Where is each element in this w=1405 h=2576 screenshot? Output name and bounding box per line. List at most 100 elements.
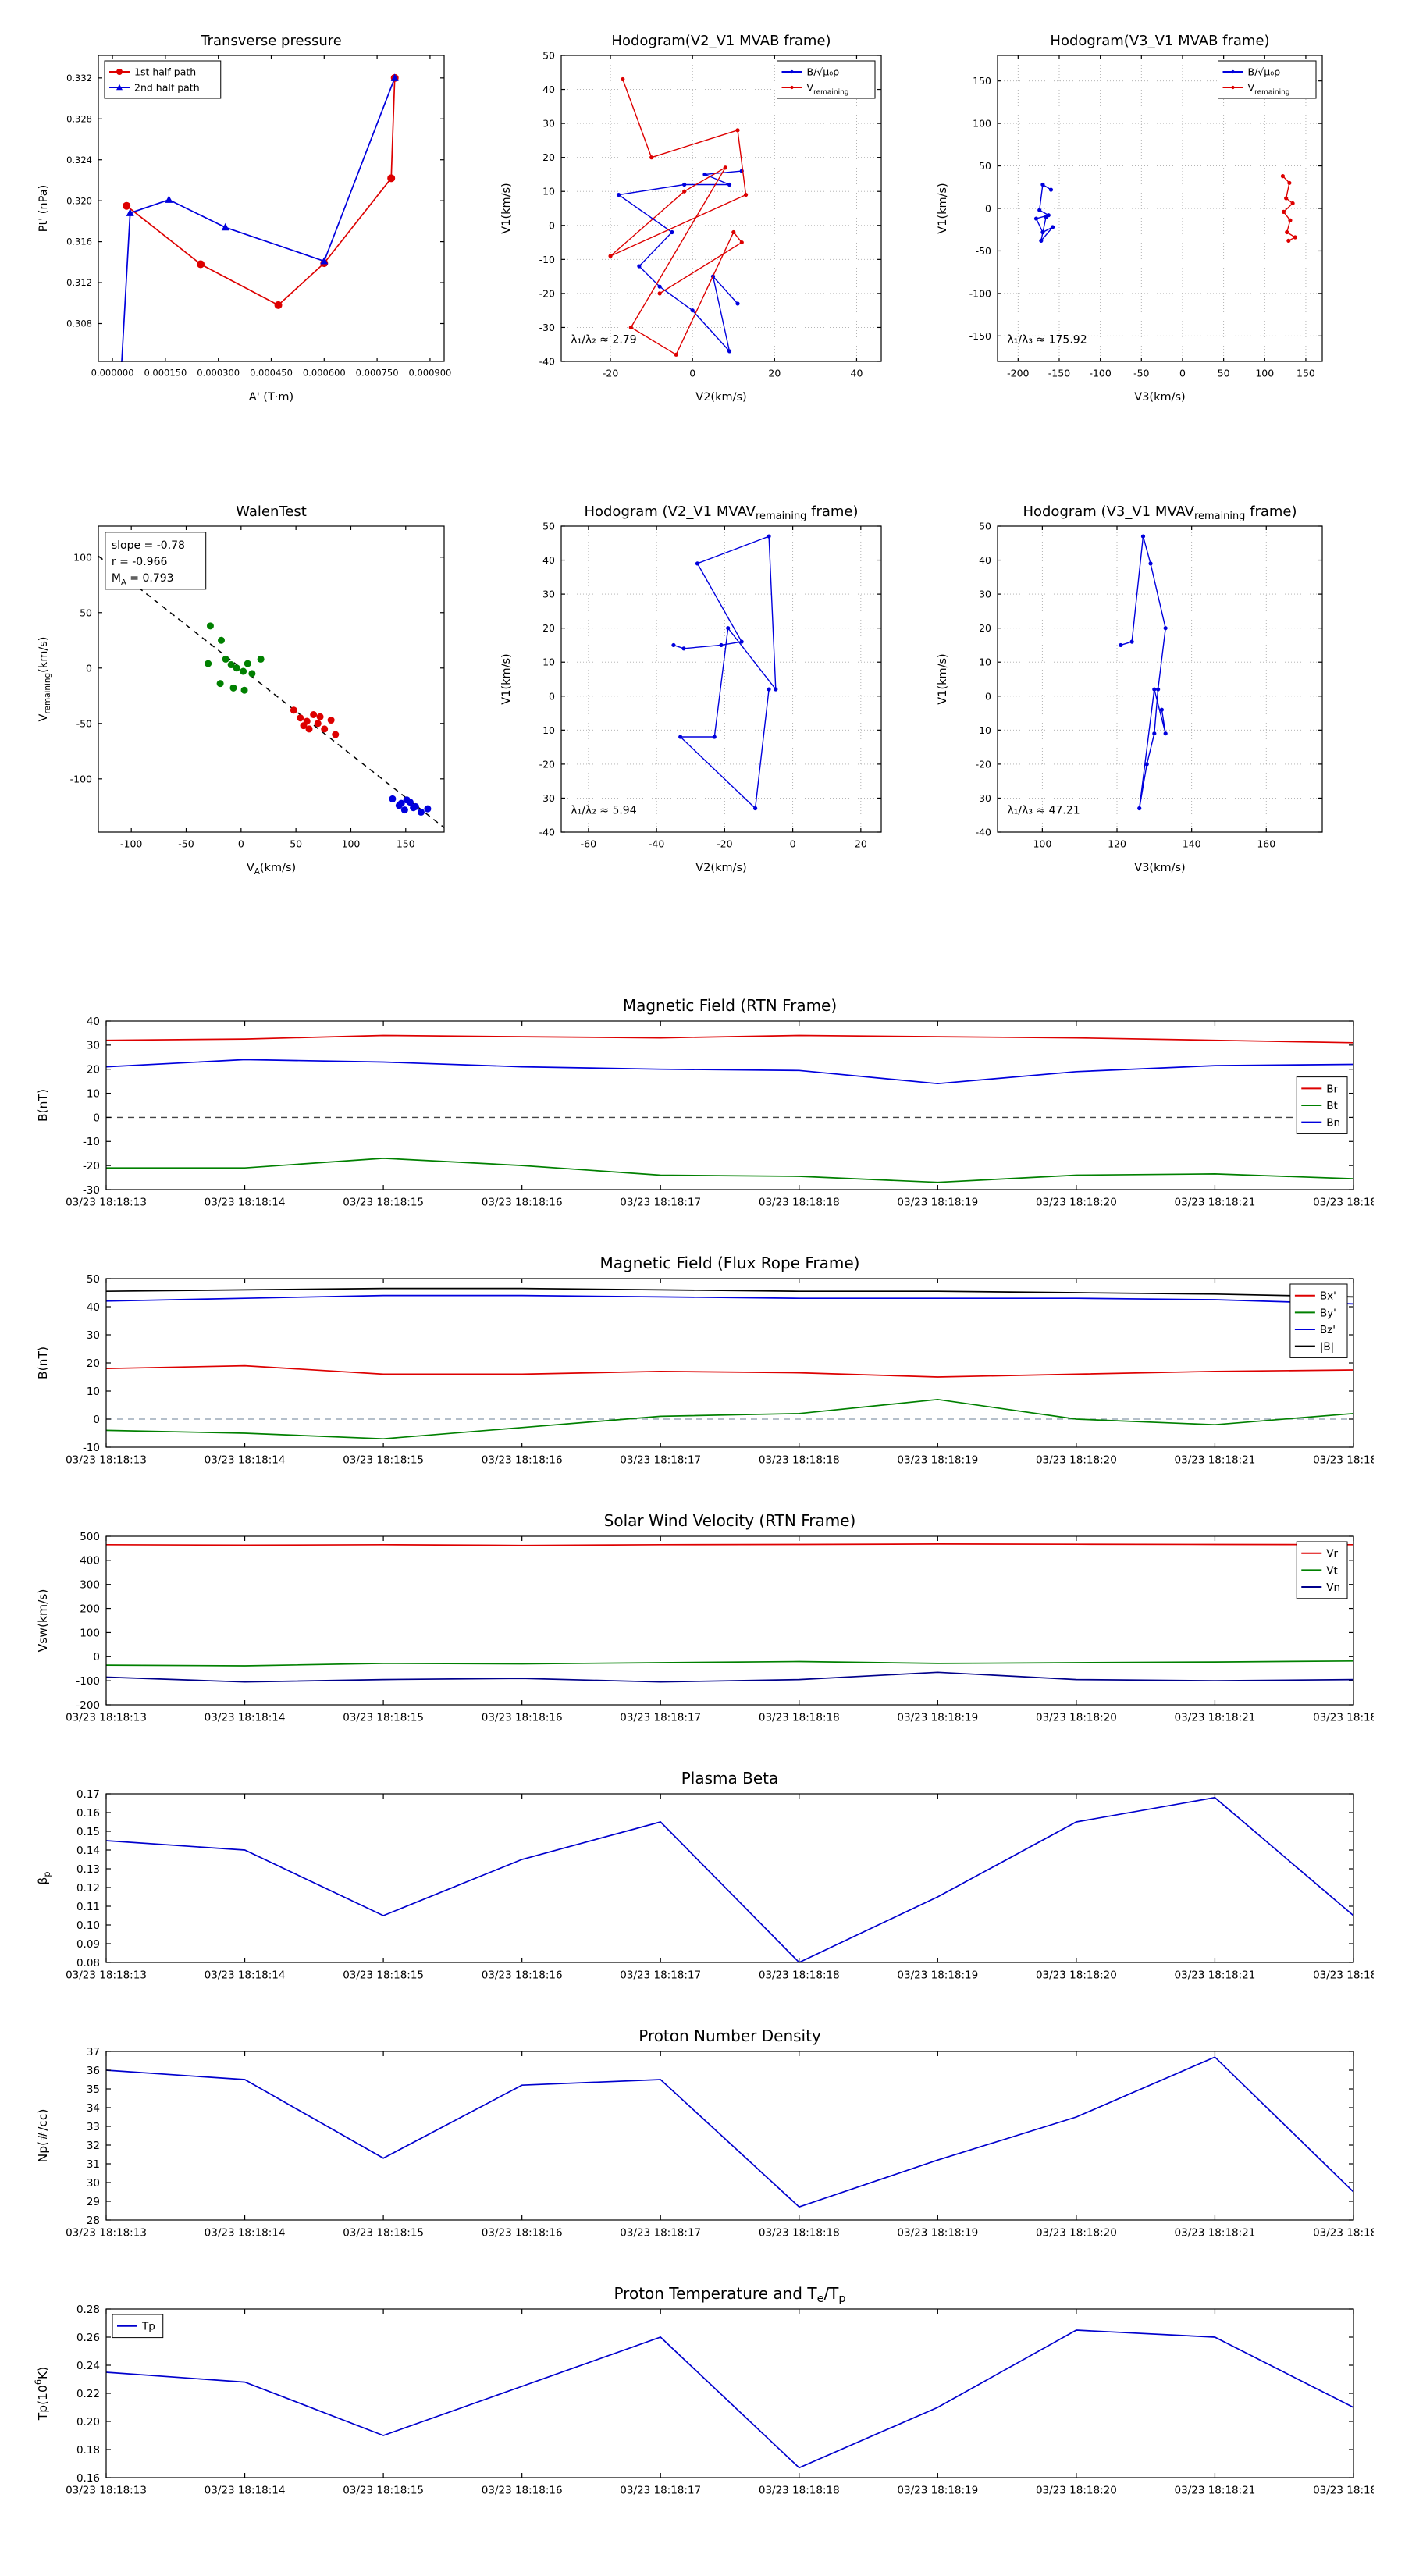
- svg-text:03/23 18:18:17: 03/23 18:18:17: [620, 1712, 701, 1724]
- svg-text:-50: -50: [1133, 368, 1149, 379]
- svg-text:03/23 18:18:15: 03/23 18:18:15: [343, 1454, 424, 1467]
- svg-text:0.12: 0.12: [76, 1882, 100, 1895]
- svg-text:Magnetic Field (Flux Rope Fram: Magnetic Field (Flux Rope Frame): [600, 1254, 860, 1272]
- svg-text:0.15: 0.15: [76, 1826, 100, 1838]
- svg-text:Vsw(km/s): Vsw(km/s): [36, 1589, 50, 1653]
- svg-text:-30: -30: [539, 792, 555, 804]
- svg-text:29: 29: [87, 2196, 100, 2208]
- svg-text:-20: -20: [976, 758, 991, 770]
- svg-text:A' (T·m): A' (T·m): [249, 391, 293, 404]
- walen-test-plot: -100 -50 0 50 100 150 -100 -50 0 50 100 WalenTest VA…: [31, 490, 457, 881]
- svg-text:0.10: 0.10: [76, 1920, 100, 1932]
- svg-text:0.316: 0.316: [66, 237, 92, 247]
- svg-text:03/23 18:18:13: 03/23 18:18:13: [66, 1197, 147, 1209]
- svg-text:100: 100: [1033, 838, 1051, 850]
- svg-text:03/23 18:18:19: 03/23 18:18:19: [897, 1712, 978, 1724]
- svg-text:V1(km/s): V1(km/s): [500, 183, 513, 233]
- svg-text:0.000450: 0.000450: [250, 368, 293, 379]
- svg-text:03/23 18:18:13: 03/23 18:18:13: [66, 2227, 147, 2240]
- svg-text:03/23 18:18:20: 03/23 18:18:20: [1036, 2227, 1117, 2240]
- svg-text:Tp(106K): Tp(106K): [34, 2367, 50, 2421]
- svg-text:0.24: 0.24: [76, 2360, 100, 2372]
- svg-text:40: 40: [542, 554, 555, 566]
- svg-text:0.11: 0.11: [76, 1901, 100, 1913]
- svg-text:40: 40: [87, 1016, 100, 1028]
- svg-text:-10: -10: [539, 254, 555, 265]
- chart-plasma-beta: 03/23 18:18:13 03/23 18:18:14 03/23 18:18:…: [31, 1763, 1394, 1997]
- svg-text:300: 300: [80, 1579, 100, 1592]
- svg-text:50: 50: [542, 521, 555, 532]
- svg-text:03/23 18:18:14: 03/23 18:18:14: [205, 2485, 286, 2497]
- svg-text:0.16: 0.16: [76, 2472, 100, 2485]
- svg-text:0.17: 0.17: [76, 1788, 100, 1801]
- svg-text:0: 0: [1179, 368, 1186, 379]
- svg-text:150: 150: [1297, 368, 1315, 379]
- svg-text:20: 20: [87, 1357, 100, 1370]
- svg-text:03/23 18:18:13: 03/23 18:18:13: [66, 1454, 147, 1467]
- chart-hodogram-v2v1-mvav: -60 -40 -20 0 20 -40 -30 -20 -10 0 10 20 30 40 50 Hodog…: [494, 490, 894, 881]
- svg-text:Bt: Bt: [1326, 1100, 1338, 1112]
- svg-text:0: 0: [93, 1651, 100, 1663]
- svg-text:-10: -10: [83, 1442, 100, 1454]
- svg-text:33: 33: [87, 2121, 100, 2133]
- svg-text:0.320: 0.320: [66, 195, 92, 206]
- svg-text:V3(km/s): V3(km/s): [1134, 862, 1185, 874]
- svg-text:50: 50: [979, 521, 991, 532]
- svg-text:03/23 18:18:18: 03/23 18:18:18: [759, 2485, 840, 2497]
- svg-text:10: 10: [87, 1386, 100, 1398]
- svg-text:0: 0: [93, 1414, 100, 1426]
- svg-text:31: 31: [87, 2158, 100, 2171]
- svg-text:-50: -50: [178, 838, 194, 850]
- svg-text:03/23 18:18:21: 03/23 18:18:21: [1175, 1197, 1256, 1209]
- svg-text:V1(km/s): V1(km/s): [500, 653, 513, 704]
- svg-text:100: 100: [1255, 368, 1274, 379]
- chart-hodogram-v2v1-mvab: -20 0 20 40 -40 -30 -20 -10 0 10 20 30 40 50 Hodogram(…: [494, 20, 894, 410]
- svg-text:03/23 18:18:16: 03/23 18:18:16: [482, 2485, 563, 2497]
- svg-text:Vt: Vt: [1326, 1564, 1338, 1577]
- plasma-beta-plot: 03/23 18:18:13 03/23 18:18:14 03/23 18:18:…: [31, 1763, 1394, 1997]
- svg-text:37: 37: [87, 2046, 100, 2058]
- svg-text:Vremaining: Vremaining: [807, 82, 849, 97]
- svg-text:150: 150: [397, 838, 415, 850]
- svg-text:03/23 18:18:19: 03/23 18:18:19: [897, 2227, 978, 2240]
- svg-text:32: 32: [87, 2140, 100, 2152]
- svg-text:03/23 18:18:15: 03/23 18:18:15: [343, 2485, 424, 2497]
- transverse-pressure-plot: 0.000000 0.000150 0.000300 0.000450 0.000600…: [31, 20, 457, 410]
- svg-text:03/23 18:18:15: 03/23 18:18:15: [343, 1969, 424, 1982]
- hodogram-v2v1-mvav-plot: -60 -40 -20 0 20 -40 -30 -20 -10 0 10 20 30 40 50 Hodog…: [494, 490, 894, 881]
- svg-text:10: 10: [87, 1087, 100, 1100]
- svg-text:0.308: 0.308: [66, 318, 92, 329]
- svg-text:03/23 18:18:16: 03/23 18:18:16: [482, 1712, 563, 1724]
- svg-text:03/23 18:18:20: 03/23 18:18:20: [1036, 1969, 1117, 1982]
- svg-text:03/23 18:18:16: 03/23 18:18:16: [482, 2227, 563, 2240]
- chart-hodogram-v3v1-mvav: 100 120 140 160 -40 -30 -20 -10 0 10 20 30 40 50 Hodog…: [930, 490, 1335, 881]
- svg-text:30: 30: [542, 589, 555, 600]
- svg-text:03/23 18:18:13: 03/23 18:18:13: [66, 1712, 147, 1724]
- svg-text:03/23 18:18:20: 03/23 18:18:20: [1036, 1197, 1117, 1209]
- svg-text:50: 50: [87, 1273, 100, 1286]
- svg-text:-10: -10: [976, 724, 991, 736]
- svg-text:30: 30: [979, 589, 991, 600]
- svg-text:03/23 18:18:19: 03/23 18:18:19: [897, 1969, 978, 1982]
- svg-text:40: 40: [979, 554, 991, 566]
- svg-text:150: 150: [973, 75, 991, 87]
- svg-text:140: 140: [1183, 838, 1201, 850]
- svg-text:V2(km/s): V2(km/s): [695, 862, 746, 874]
- svg-text:Br: Br: [1326, 1083, 1338, 1095]
- svg-text:100: 100: [80, 1627, 100, 1639]
- svg-text:Hodogram(V3_V1 MVAB frame): Hodogram(V3_V1 MVAB frame): [1050, 33, 1269, 49]
- svg-text:20: 20: [979, 622, 991, 634]
- svg-text:B(nT): B(nT): [36, 1089, 50, 1122]
- svg-text:WalenTest: WalenTest: [236, 503, 307, 520]
- svg-text:0.08: 0.08: [76, 1957, 100, 1969]
- svg-text:V3(km/s): V3(km/s): [1134, 391, 1185, 404]
- svg-text:-40: -40: [649, 838, 664, 850]
- proton-number-density-plot: 03/23 18:18:13 03/23 18:18:14 03/23 18:18:…: [31, 2020, 1394, 2254]
- svg-text:03/23 18:18:22: 03/23 18:18:22: [1313, 2485, 1374, 2497]
- svg-text:03/23 18:18:18: 03/23 18:18:18: [759, 1197, 840, 1209]
- svg-text:B/√μ₀ρ: B/√μ₀ρ: [1248, 66, 1281, 78]
- svg-text:03/23 18:18:16: 03/23 18:18:16: [482, 1969, 563, 1982]
- hodogram-v3v1-mvav-plot: 100 120 140 160 -40 -30 -20 -10 0 10 20 30 40 50 Hodog…: [930, 490, 1335, 881]
- svg-text:30: 30: [542, 118, 555, 130]
